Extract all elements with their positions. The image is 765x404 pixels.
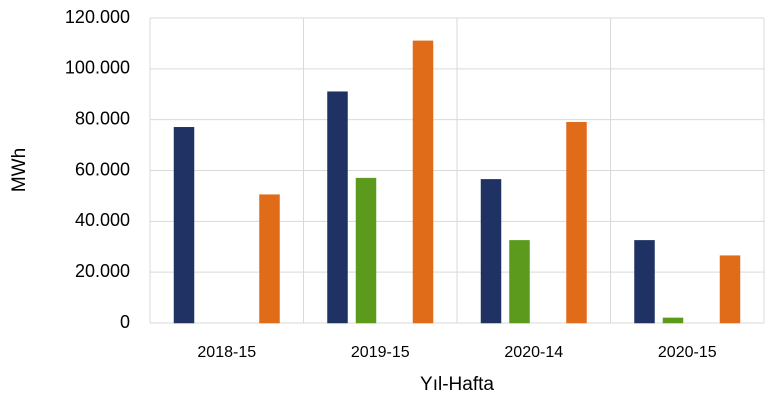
y-tick-label: 80.000: [75, 108, 130, 128]
x-axis-label: Yıl-Hafta: [420, 374, 494, 395]
y-tick-label: 120.000: [65, 7, 130, 27]
bar: [509, 240, 530, 324]
bar: [566, 121, 587, 324]
bar: [480, 179, 502, 324]
y-tick-label: 0: [120, 312, 130, 332]
bar: [355, 177, 377, 324]
x-tick-label: 2020-14: [504, 344, 563, 361]
bar: [662, 317, 684, 324]
x-tick-label: 2019-15: [351, 344, 410, 361]
bar: [327, 91, 348, 324]
bar: [412, 40, 434, 324]
y-axis-label: MWh: [9, 148, 30, 192]
bar: [173, 127, 195, 324]
x-tick-label: 2020-15: [658, 344, 717, 361]
y-tick-label: 40.000: [75, 210, 130, 230]
y-tick-label: 100.000: [65, 58, 130, 78]
x-tick-label: 2018-15: [197, 344, 256, 361]
bar: [634, 240, 655, 324]
y-tick-label: 20.000: [75, 261, 130, 281]
bar: [259, 194, 280, 324]
bar: [719, 255, 741, 324]
y-tick-label: 60.000: [75, 159, 130, 179]
